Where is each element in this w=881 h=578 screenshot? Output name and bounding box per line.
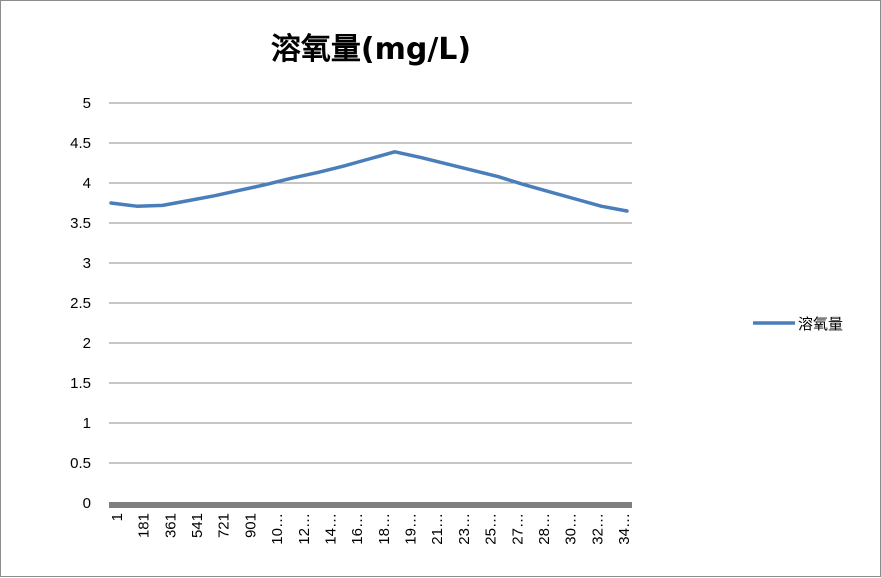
gridlines (109, 102, 632, 504)
y-tick-label: 5 (83, 95, 91, 112)
y-tick-label: 3 (83, 255, 91, 272)
x-tick-label: 12… (296, 513, 313, 545)
series-line-溶氧量 (109, 150, 629, 213)
y-axis-ticks: 0 0.5 1 1.5 2 2.5 3 3.5 4 4.5 5 (70, 95, 91, 512)
y-tick-label: 0.5 (70, 455, 91, 472)
legend: 溶氧量 (753, 315, 843, 333)
x-tick-label: 541 (189, 513, 206, 538)
x-tick-label: 10… (269, 513, 286, 545)
y-tick-label: 4 (83, 175, 91, 192)
y-tick-label: 2.5 (70, 295, 91, 312)
x-tick-label: 34… (616, 513, 633, 545)
y-tick-label: 0 (83, 495, 91, 512)
x-tick-label: 25… (483, 513, 500, 545)
x-tick-label: 1 (109, 513, 126, 521)
x-axis-line (109, 502, 632, 508)
x-tick-label: 21… (429, 513, 446, 545)
x-tick-label: 19… (403, 513, 420, 545)
y-tick-label: 4.5 (70, 135, 91, 152)
x-tick-label: 361 (162, 513, 179, 538)
y-tick-label: 3.5 (70, 215, 91, 232)
x-tick-label: 23… (456, 513, 473, 545)
y-tick-label: 2 (83, 335, 91, 352)
x-tick-label: 721 (216, 513, 233, 538)
chart-title: 溶氧量(mg/L) (271, 32, 471, 67)
x-tick-label: 14… (322, 513, 339, 545)
x-tick-label: 16… (349, 513, 366, 545)
x-tick-label: 18… (376, 513, 393, 545)
y-tick-label: 1 (83, 415, 91, 432)
legend-label: 溶氧量 (798, 315, 843, 333)
y-tick-label: 1.5 (70, 375, 91, 392)
x-tick-label: 27… (509, 513, 526, 545)
x-tick-label: 181 (136, 513, 153, 538)
x-tick-label: 28… (536, 513, 553, 545)
x-tick-label: 32… (589, 513, 606, 545)
x-tick-label: 30… (563, 513, 580, 545)
x-axis-ticks: 1 181 361 541 721 901 10… 12… 14… 16… 18… 19… 21… 23…… (109, 513, 633, 545)
x-tick-label: 901 (242, 513, 259, 538)
